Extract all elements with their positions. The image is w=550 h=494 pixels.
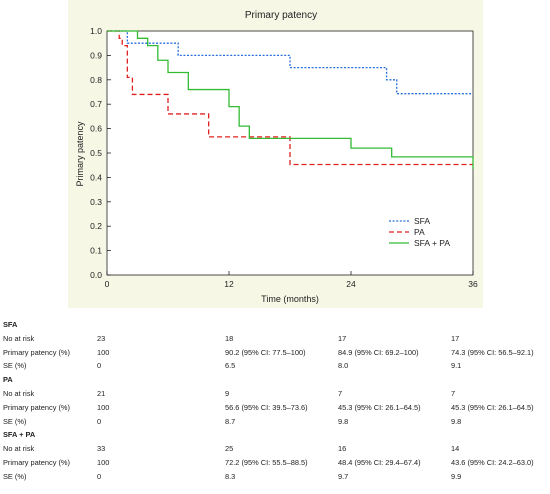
risk-row-label: No at risk	[3, 388, 35, 398]
y-tick-label: 0.8	[90, 75, 102, 85]
risk-cell: 100	[97, 402, 110, 412]
risk-cell: 7	[338, 388, 343, 398]
risk-cell: 17	[338, 333, 347, 343]
y-tick-label: 0.1	[90, 246, 102, 256]
risk-group-title: PA	[3, 375, 13, 385]
risk-cell: 16	[338, 444, 347, 454]
y-tick-label: 0.7	[90, 99, 102, 109]
risk-row-label: SE (%)	[3, 471, 27, 481]
risk-cell: 48.4 (95% CI: 29.4–67.4)	[338, 457, 421, 467]
x-tick-label: 0	[105, 279, 110, 289]
y-tick-label: 1.0	[90, 26, 102, 36]
risk-row: Primary patency (%) 100 56.6 (95% CI: 39.5…	[0, 401, 550, 415]
risk-cell: 8.0	[338, 361, 349, 371]
risk-cell: 0	[97, 416, 102, 426]
risk-cell: 33	[97, 444, 106, 454]
series-line-sfa-pa	[107, 30, 474, 169]
y-axis-label: Primary patency	[75, 121, 85, 187]
legend-label: SFA + PA	[414, 238, 450, 248]
risk-row-label: No at risk	[3, 444, 35, 454]
risk-cell: 8.7	[225, 416, 236, 426]
risk-cell: 17	[451, 333, 460, 343]
risk-table: SFA No at risk 23 18 17 17 Primary patency (%)…	[0, 318, 550, 484]
risk-cell: 9	[225, 388, 230, 398]
risk-cell: 72.2 (95% CI: 55.5–88.5)	[225, 457, 308, 467]
risk-row-label: No at risk	[3, 333, 35, 343]
risk-row: No at risk 21 9 7 7	[0, 387, 550, 401]
y-tick-label: 0.2	[90, 221, 102, 231]
risk-cell: 100	[97, 347, 110, 357]
patency-chart: Primary patency 0.0 0.1 0.2 0.3 0.4 0.5 0.6 0.7…	[68, 0, 483, 308]
risk-row: SE (%) 0 8.3 9.7 9.9	[0, 470, 550, 484]
risk-row-label: Primary patency (%)	[3, 347, 70, 357]
risk-row: Primary patency (%) 100 72.2 (95% CI: 55.5…	[0, 456, 550, 470]
risk-cell: 45.3 (95% CI: 26.1–64.5)	[451, 402, 534, 412]
risk-row: No at risk 23 18 17 17	[0, 332, 550, 346]
risk-cell: 8.3	[225, 471, 236, 481]
risk-cell: 9.7	[338, 471, 349, 481]
risk-cell: 100	[97, 457, 110, 467]
y-tick-label: 0.0	[90, 270, 102, 280]
y-tick-label: 0.9	[90, 50, 102, 60]
risk-cell: 9.1	[451, 361, 462, 371]
risk-row-label: Primary patency (%)	[3, 457, 70, 467]
risk-row-label: SE (%)	[3, 361, 27, 371]
risk-cell: 0	[97, 471, 102, 481]
legend-label: SFA	[414, 216, 430, 226]
risk-cell: 21	[97, 388, 106, 398]
risk-cell: 18	[225, 333, 234, 343]
y-tick-label: 0.3	[90, 197, 102, 207]
risk-row: Primary patency (%) 100 90.2 (95% CI: 77.5…	[0, 346, 550, 360]
y-tick-label: 0.4	[90, 172, 102, 182]
risk-cell: 90.2 (95% CI: 77.5–100)	[225, 347, 306, 357]
risk-row-label: SE (%)	[3, 416, 27, 426]
risk-cell: 14	[451, 444, 460, 454]
y-tick-label: 0.6	[90, 124, 102, 134]
risk-cell: 9.9	[451, 471, 462, 481]
risk-cell: 7	[451, 388, 456, 398]
risk-row-label: Primary patency (%)	[3, 402, 70, 412]
risk-cell: 23	[97, 333, 106, 343]
risk-cell: 0	[97, 361, 102, 371]
legend-label: PA	[414, 227, 425, 237]
x-tick-label: 36	[468, 279, 478, 289]
risk-cell: 56.6 (95% CI: 39.5–73.6)	[225, 402, 308, 412]
risk-cell: 43.6 (95% CI: 24.2–63.0)	[451, 457, 534, 467]
risk-row: SE (%) 0 8.7 9.8 9.8	[0, 415, 550, 429]
risk-cell: 6.5	[225, 361, 236, 371]
y-tick-label: 0.5	[90, 148, 102, 158]
risk-group-title: SFA	[3, 320, 18, 329]
series-line-sfa	[107, 30, 473, 95]
risk-group-title: SFA + PA	[3, 430, 36, 440]
risk-cell: 45.3 (95% CI: 26.1–64.5)	[338, 402, 421, 412]
chart-title: Primary patency	[245, 10, 317, 21]
x-tick-label: 24	[346, 279, 356, 289]
risk-row: No at risk 33 25 16 14	[0, 442, 550, 456]
x-axis-label: Time (months)	[261, 294, 319, 304]
risk-cell: 74.3 (95% CI: 56.5–92.1)	[451, 347, 534, 357]
risk-cell: 9.8	[451, 416, 462, 426]
risk-row: SE (%) 0 6.5 8.0 9.1	[0, 359, 550, 373]
risk-cell: 25	[225, 444, 234, 454]
risk-cell: 9.8	[338, 416, 349, 426]
risk-cell: 84.9 (95% CI: 69.2–100)	[338, 347, 419, 357]
x-tick-label: 12	[224, 279, 234, 289]
